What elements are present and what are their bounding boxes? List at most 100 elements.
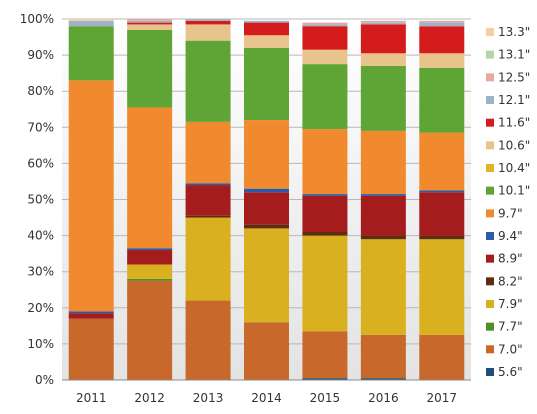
bar-segment-11.6in bbox=[419, 26, 465, 54]
y-axis-ticks: 0% 10% 20% 30% 40% 50% 60% 70% 80% 90% 100% bbox=[20, 12, 54, 387]
y-tick-label: 70% bbox=[27, 120, 54, 134]
bar-stack-2011 bbox=[68, 19, 114, 380]
bar-segment-8.2in bbox=[185, 215, 231, 218]
bar-segment-10.1in bbox=[302, 64, 348, 130]
bar-segment-7.0in bbox=[244, 322, 289, 380]
bar-segment-9.7in bbox=[302, 129, 348, 195]
bar-segment-10.1in bbox=[244, 47, 289, 121]
legend-item: 7.7" bbox=[486, 320, 523, 334]
legend-item: 12.1" bbox=[486, 93, 530, 107]
x-tick-label: 2011 bbox=[76, 391, 107, 405]
bar-stack-2017 bbox=[419, 20, 465, 380]
x-tick-label: 2014 bbox=[251, 391, 282, 405]
y-tick-label: 100% bbox=[20, 12, 54, 26]
bar-segment-9.7in bbox=[68, 80, 114, 312]
bar-segment-10.6in bbox=[127, 24, 173, 30]
bar-segment-9.7in bbox=[185, 121, 231, 184]
bar-segment-8.9in bbox=[244, 192, 289, 225]
bar-segment-12.1in bbox=[419, 22, 465, 27]
bar-segment-9.7in bbox=[419, 132, 465, 191]
bar-segment-7.7in bbox=[127, 278, 173, 281]
bar-segment-12.1in bbox=[127, 20, 173, 23]
bar-segment-10.1in bbox=[185, 40, 231, 122]
x-axis-ticks: 2011 2012 2013 2014 2015 2016 2017 bbox=[76, 391, 457, 405]
bar-segment-8.9in bbox=[185, 185, 231, 216]
legend-swatch bbox=[486, 73, 494, 82]
bar-segment-8.9in bbox=[302, 195, 348, 232]
legend-swatch bbox=[486, 209, 494, 218]
bar-segment-7.9in bbox=[185, 217, 231, 301]
bar-segment-9.7in bbox=[244, 120, 289, 189]
bar-segment-5.6in bbox=[302, 378, 348, 380]
bar-segment-12.1in bbox=[68, 20, 114, 27]
bar-segment-11.6in bbox=[302, 26, 348, 50]
legend-swatch bbox=[486, 141, 494, 150]
bar-segment-12.1in bbox=[302, 24, 348, 27]
legend-label: 7.9" bbox=[498, 297, 523, 311]
legend-item: 8.2" bbox=[486, 274, 523, 288]
bar-stack-2014 bbox=[244, 20, 289, 380]
bar-segment-9.4in bbox=[68, 311, 114, 314]
bar-segment-9.4in bbox=[360, 194, 406, 196]
x-tick-label: 2013 bbox=[193, 391, 224, 405]
legend-label: 10.6" bbox=[498, 138, 530, 152]
bar-segment-7.0in bbox=[185, 300, 231, 380]
bar-segment-7.0in bbox=[360, 334, 406, 379]
y-tick-label: 90% bbox=[27, 48, 54, 62]
legend-label: 8.2" bbox=[498, 274, 523, 288]
bar-segment-10.6in bbox=[244, 35, 289, 48]
bar-segment-11.6in bbox=[360, 24, 406, 54]
bar-segment-9.7in bbox=[127, 107, 173, 249]
legend-label: 12.1" bbox=[498, 93, 530, 107]
bar-segment-13.3in bbox=[68, 19, 114, 21]
legend-swatch bbox=[486, 345, 494, 354]
bar-segment-9.4in bbox=[302, 194, 348, 196]
legend-swatch bbox=[486, 254, 494, 263]
bar-segment-10.1in bbox=[68, 26, 114, 81]
bar-segment-9.4in bbox=[244, 188, 289, 193]
y-tick-label: 20% bbox=[27, 301, 54, 315]
bar-segment-7.0in bbox=[127, 280, 173, 380]
bar-segment-9.4in bbox=[127, 248, 173, 251]
legend-item: 10.6" bbox=[486, 138, 530, 152]
legend-label: 10.4" bbox=[498, 161, 530, 175]
x-tick-label: 2012 bbox=[134, 391, 165, 405]
legend-swatch bbox=[486, 28, 494, 36]
legend-swatch bbox=[486, 368, 494, 376]
bar-segment-8.9in bbox=[68, 313, 114, 319]
legend-label: 10.1" bbox=[498, 184, 530, 198]
bar-segment-8.2in bbox=[419, 235, 465, 240]
bar-segment-8.9in bbox=[360, 195, 406, 236]
legend-swatch bbox=[486, 96, 494, 104]
legend-swatch bbox=[486, 118, 494, 127]
legend-label: 13.3" bbox=[498, 25, 530, 39]
legend-label: 5.6" bbox=[498, 365, 523, 379]
legend-item: 9.7" bbox=[486, 206, 523, 220]
bar-segment-9.4in bbox=[185, 183, 231, 186]
y-tick-label: 40% bbox=[27, 229, 54, 243]
legend-swatch bbox=[486, 300, 494, 308]
bar-segment-10.1in bbox=[360, 65, 406, 131]
bar-segment-9.7in bbox=[360, 130, 406, 195]
legend-swatch bbox=[486, 50, 494, 59]
bar-segment-10.6in bbox=[302, 49, 348, 65]
legend-item: 13.1" bbox=[486, 48, 530, 62]
bar-segment-7.9in bbox=[244, 228, 289, 323]
bar-segment-7.9in bbox=[127, 264, 173, 279]
legend-label: 13.1" bbox=[498, 48, 530, 62]
legend: 13.3" 13.1" 12.5" 12.1" 11.6" 10.6" 10.4" 10.1"… bbox=[486, 25, 530, 379]
legend-item: 7.0" bbox=[486, 342, 523, 356]
bar-segment-5.6in bbox=[360, 378, 406, 380]
bar-segment-8.2in bbox=[244, 224, 289, 229]
bar-segment-8.2in bbox=[302, 231, 348, 236]
legend-item: 8.9" bbox=[486, 252, 523, 266]
legend-item: 7.9" bbox=[486, 297, 523, 311]
y-tick-label: 30% bbox=[27, 265, 54, 279]
legend-item: 13.3" bbox=[486, 25, 530, 39]
bar-segment-10.1in bbox=[419, 67, 465, 133]
bar-stack-2012 bbox=[127, 19, 173, 380]
bar-segment-12.5in bbox=[419, 20, 465, 23]
bar-segment-7.0in bbox=[68, 318, 114, 380]
bar-segment-12.5in bbox=[360, 20, 406, 23]
